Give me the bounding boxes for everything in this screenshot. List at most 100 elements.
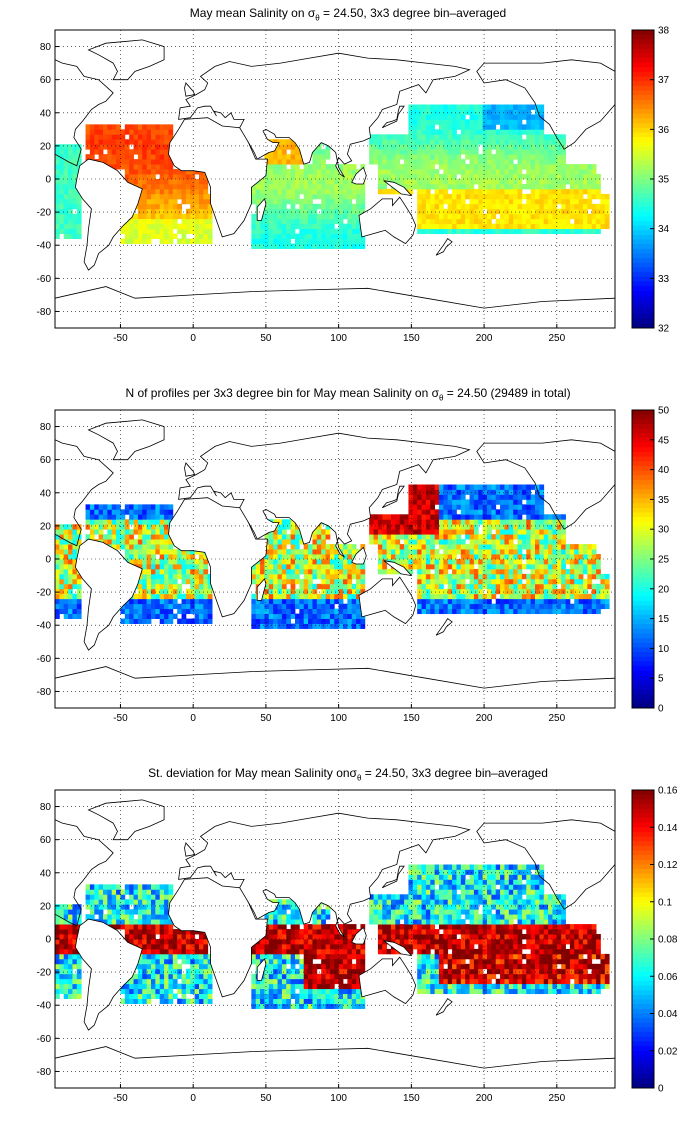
heatmap-cell bbox=[325, 588, 331, 595]
heatmap-cell bbox=[491, 208, 497, 215]
heatmap-cell bbox=[137, 894, 143, 900]
heatmap-cell bbox=[386, 524, 392, 530]
heatmap-cell bbox=[460, 529, 466, 535]
heatmap-cell bbox=[469, 504, 475, 510]
colorbar-segment bbox=[632, 600, 654, 607]
heatmap-cell bbox=[452, 573, 457, 580]
colorbar-segment bbox=[632, 666, 654, 672]
heatmap-cell bbox=[286, 598, 292, 605]
heatmap-cell bbox=[469, 534, 475, 540]
heatmap-cell bbox=[68, 934, 73, 940]
heatmap-cell bbox=[334, 613, 340, 619]
heatmap-cell bbox=[482, 104, 488, 110]
heatmap-cell bbox=[185, 578, 191, 585]
heatmap-cell bbox=[404, 164, 409, 170]
heatmap-cell bbox=[343, 223, 348, 230]
heatmap-cell bbox=[391, 539, 396, 545]
heatmap-cell bbox=[543, 573, 549, 580]
heatmap-cell bbox=[526, 144, 532, 150]
colorbar-segment bbox=[632, 43, 654, 50]
heatmap-cell bbox=[535, 159, 540, 165]
heatmap-cell bbox=[142, 983, 148, 990]
heatmap-cell bbox=[425, 228, 431, 235]
heatmap-cell bbox=[295, 238, 300, 244]
heatmap-cell bbox=[190, 213, 196, 220]
heatmap-cell bbox=[295, 218, 300, 225]
coastline bbox=[54, 666, 616, 689]
heatmap-cell bbox=[369, 539, 374, 545]
heatmap-cell bbox=[199, 179, 204, 185]
heatmap-cell bbox=[351, 208, 357, 215]
heatmap-cell bbox=[68, 919, 73, 925]
heatmap-cell bbox=[107, 519, 113, 525]
heatmap-cell bbox=[526, 603, 532, 610]
heatmap-cell bbox=[530, 198, 536, 205]
heatmap-cell bbox=[55, 578, 60, 585]
heatmap-cell bbox=[286, 549, 292, 555]
heatmap-cell bbox=[334, 243, 340, 249]
heatmap-cell bbox=[295, 559, 300, 565]
heatmap-cell bbox=[526, 494, 532, 500]
heatmap-cell bbox=[116, 914, 121, 920]
heatmap-cell bbox=[277, 208, 283, 215]
heatmap-cell bbox=[63, 939, 69, 945]
heatmap-cell bbox=[412, 504, 418, 510]
heatmap-cell bbox=[425, 139, 431, 145]
heatmap-cell bbox=[535, 494, 540, 500]
heatmap-cell bbox=[473, 544, 479, 550]
heatmap-cell bbox=[325, 188, 331, 195]
heatmap-cell bbox=[356, 588, 361, 595]
heatmap-cell bbox=[155, 169, 161, 175]
heatmap-cell bbox=[443, 568, 449, 575]
heatmap-cell bbox=[111, 154, 117, 160]
heatmap-cell bbox=[124, 169, 130, 175]
heatmap-cell bbox=[495, 598, 501, 605]
heatmap-cell bbox=[316, 539, 322, 545]
heatmap-cell bbox=[334, 568, 340, 575]
heatmap-cell bbox=[190, 193, 196, 200]
heatmap-cell bbox=[142, 998, 148, 1004]
heatmap-cell bbox=[312, 228, 318, 235]
heatmap-cell bbox=[412, 104, 418, 110]
heatmap-cell bbox=[137, 218, 143, 225]
heatmap-cell bbox=[159, 914, 165, 920]
heatmap-cell bbox=[530, 193, 536, 200]
heatmap-cell bbox=[111, 134, 117, 140]
heatmap-cell bbox=[172, 559, 178, 565]
heatmap-cell bbox=[59, 193, 65, 200]
heatmap-cell bbox=[530, 529, 536, 535]
heatmap-cell bbox=[177, 179, 182, 185]
heatmap-cell bbox=[482, 218, 488, 225]
heatmap-cell bbox=[295, 198, 300, 205]
heatmap-cell bbox=[299, 568, 305, 575]
heatmap-cell bbox=[517, 134, 523, 140]
heatmap-cell bbox=[133, 894, 139, 900]
heatmap-cell bbox=[556, 563, 562, 570]
heatmap-cell bbox=[343, 593, 348, 600]
heatmap-cell bbox=[500, 504, 505, 510]
heatmap-cell bbox=[199, 608, 204, 615]
heatmap-cell bbox=[500, 134, 505, 140]
heatmap-cell bbox=[587, 198, 593, 205]
heatmap-cell bbox=[439, 144, 444, 150]
heatmap-cell bbox=[264, 208, 270, 215]
heatmap-cell bbox=[535, 593, 540, 600]
heatmap-cell bbox=[460, 183, 466, 190]
heatmap-cell bbox=[194, 593, 200, 600]
heatmap-cell bbox=[408, 568, 414, 575]
heatmap-cell bbox=[63, 963, 69, 970]
heatmap-cell bbox=[260, 188, 265, 195]
heatmap-cell bbox=[417, 484, 422, 490]
heatmap-cell bbox=[277, 213, 283, 220]
heatmap-cell bbox=[111, 534, 117, 540]
heatmap-cell bbox=[491, 109, 497, 115]
heatmap-cell bbox=[321, 238, 326, 244]
heatmap-cell bbox=[181, 549, 187, 555]
heatmap-cell bbox=[290, 159, 296, 165]
heatmap-cell bbox=[526, 578, 532, 585]
heatmap-cell bbox=[583, 228, 588, 235]
heatmap-cell bbox=[434, 134, 440, 140]
heatmap-cell bbox=[107, 904, 113, 910]
heatmap-cell bbox=[513, 114, 518, 120]
heatmap-cell bbox=[447, 529, 453, 535]
